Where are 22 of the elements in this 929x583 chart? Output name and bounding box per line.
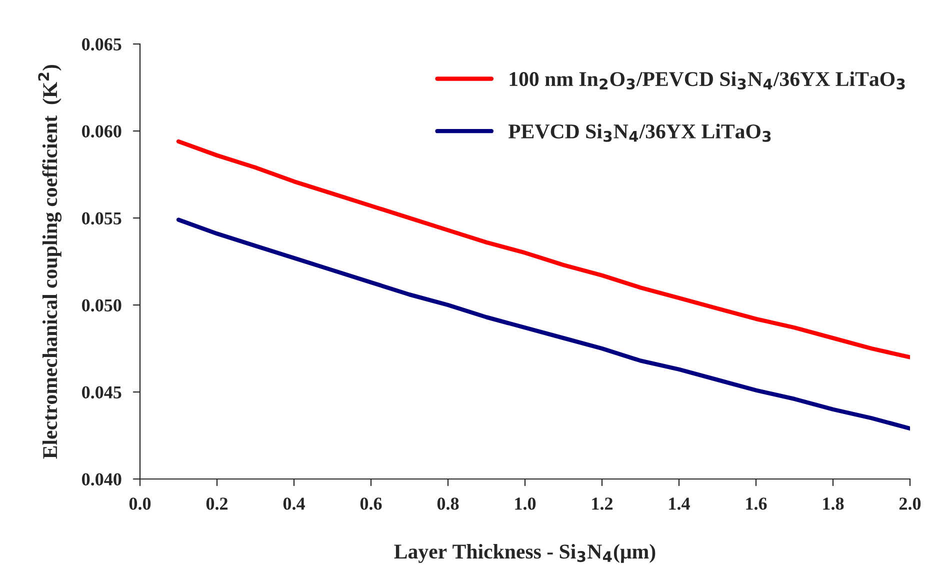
x-tick-label: 0.6 bbox=[360, 498, 382, 510]
x-tick-label: 1.4 bbox=[669, 498, 690, 510]
x-tick-label: 1.6 bbox=[746, 498, 767, 510]
x-tick-label: 2.0 bbox=[899, 498, 921, 510]
y-tick-label: 0.050 bbox=[82, 299, 122, 312]
x-tick-label: 0.8 bbox=[437, 498, 459, 510]
y-tick-label: 0.060 bbox=[82, 125, 122, 138]
y-tick-label: 0.055 bbox=[82, 212, 122, 225]
x-axis-title: Layer Thickness - Si$_{3}$N$_{4}$(μm) bbox=[394, 544, 656, 563]
x-tick-label: 1.8 bbox=[823, 498, 844, 510]
x-tick-label: 0.2 bbox=[206, 498, 228, 510]
y-tick-label: 0.045 bbox=[82, 386, 122, 399]
text: 100 nm In$_{2}$O$_{3}$/PEVCD Si$_{3}$N$_{4}$/36YX LiTaO$_{3}$ bbox=[510, 71, 905, 90]
line-series bbox=[176, 218, 910, 431]
y-tick-label: 0.065 bbox=[82, 38, 122, 51]
legend-label: PEVCD Si$_{3}$N$_{4}$/36YX LiTaO$_{3}$ bbox=[508, 124, 771, 142]
x-tick-label: 0.0 bbox=[129, 498, 151, 510]
x-tick-label: 1.0 bbox=[515, 498, 536, 510]
y-axis-title: Electromechanical coupling coefficient (K$^{2}$) bbox=[38, 64, 62, 459]
x-tick-label: 1.2 bbox=[592, 498, 613, 510]
x-tick-label: 0.4 bbox=[283, 498, 305, 510]
y-tick-label: 0.040 bbox=[82, 473, 122, 486]
